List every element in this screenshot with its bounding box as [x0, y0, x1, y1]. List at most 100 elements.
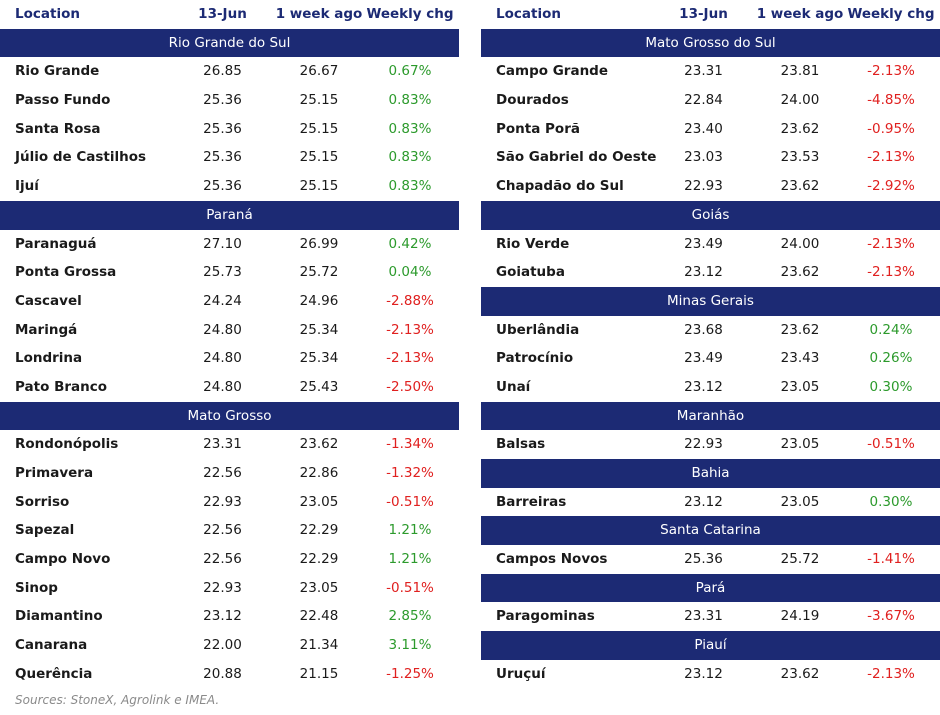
cell: 0.26%: [869, 350, 913, 367]
group-title: Mato Grosso do Sul: [645, 34, 776, 51]
cell: 27.10: [203, 235, 242, 252]
cell: 23.31: [684, 63, 723, 80]
cell: 0.83%: [388, 92, 432, 109]
group-title: Mato Grosso: [187, 407, 272, 424]
group-title: Maranhão: [676, 407, 745, 424]
location: São Gabriel do Oeste: [496, 149, 657, 166]
column-header: 1 week ago: [756, 6, 844, 22]
cell: 23.81: [780, 63, 820, 80]
location: Chapadão do Sul: [496, 178, 624, 195]
cell: 23.12: [684, 264, 723, 281]
data-row: Rio Verde 23.49 24.00 -2.13%: [481, 230, 940, 259]
location: Campo Grande: [496, 63, 609, 80]
data-row: Passo Fundo 25.36 25.15 0.83%: [0, 86, 459, 115]
data-row: Unaí 23.12 23.05 0.30%: [481, 373, 940, 402]
cell: 23.68: [684, 321, 723, 338]
location: Diamantino: [15, 608, 103, 625]
cell: 23.31: [684, 608, 723, 625]
data-row: Sorriso 22.93 23.05 -0.51%: [0, 488, 459, 517]
group-title: Santa Catarina: [660, 522, 761, 539]
cell: 0.30%: [869, 493, 913, 510]
cell: 22.29: [299, 551, 339, 568]
cell: 25.36: [203, 178, 242, 195]
data-row: Goiatuba 23.12 23.62 -2.13%: [481, 258, 940, 287]
cell: 0.67%: [388, 63, 432, 80]
cell: -1.32%: [386, 465, 434, 481]
data-row: Maringá 24.80 25.34 -2.13%: [0, 316, 459, 345]
group-header: Pará: [481, 573, 940, 603]
cell: 23.03: [684, 149, 723, 166]
data-row: Uruçuí 23.12 23.62 -2.13%: [481, 660, 940, 689]
cell: 24.00: [780, 92, 820, 109]
cell: 22.56: [203, 465, 242, 481]
cell: 22.93: [684, 178, 723, 195]
group-header: Santa Catarina: [481, 516, 940, 546]
data-row: Balsas 22.93 23.05 -0.51%: [481, 430, 940, 459]
cell: 0.30%: [869, 378, 913, 395]
cell: 23.12: [203, 608, 242, 625]
cell: -3.67%: [867, 608, 915, 625]
cell: 24.96: [299, 292, 339, 309]
cell: 23.53: [780, 149, 820, 166]
cell: 22.48: [299, 608, 339, 625]
data-row: Canarana 22.00 21.34 3.11%: [0, 631, 459, 660]
cell: 25.15: [299, 149, 339, 166]
table: Location 13-Jun 1 week ago Weekly chg Mato G…: [481, 0, 940, 689]
location: Rio Verde: [496, 235, 570, 252]
data-row: Querência 20.88 21.15 -1.25%: [0, 660, 459, 689]
group-title: Paraná: [206, 206, 253, 223]
cell: 25.15: [299, 178, 339, 195]
cell: 22.93: [203, 493, 242, 510]
data-row: Chapadão do Sul 22.93 23.62 -2.92%: [481, 172, 940, 201]
location: Barreiras: [496, 493, 567, 510]
cell: 3.11%: [388, 637, 432, 654]
cell: 25.15: [299, 120, 339, 137]
cell: -4.85%: [867, 92, 915, 109]
location: Querência: [15, 665, 93, 682]
location: Goiatuba: [496, 264, 565, 281]
location: Cascavel: [15, 292, 82, 309]
location: Rio Grande: [15, 63, 100, 80]
cell: 22.93: [684, 436, 723, 453]
header-row: Location 13-Jun 1 week ago Weekly chg: [481, 0, 940, 29]
cell: 23.49: [684, 350, 723, 367]
cell: 23.12: [684, 378, 723, 395]
cell: 22.29: [299, 522, 339, 539]
location: Santa Rosa: [15, 120, 101, 137]
location: Balsas: [496, 436, 546, 453]
location: Paranaguá: [15, 235, 97, 252]
group-header: Maranhão: [481, 401, 940, 431]
cell: 25.73: [203, 264, 242, 281]
data-row: Ponta Grossa 25.73 25.72 0.04%: [0, 258, 459, 287]
cell: 23.12: [684, 493, 723, 510]
data-row: Santa Rosa 25.36 25.15 0.83%: [0, 115, 459, 144]
cell: 1.21%: [388, 551, 432, 568]
cell: -1.25%: [386, 665, 434, 682]
data-row: Júlio de Castilhos 25.36 25.15 0.83%: [0, 143, 459, 172]
cell: 23.62: [780, 178, 820, 195]
data-row: Campo Grande 23.31 23.81 -2.13%: [481, 57, 940, 86]
location: Ponta Porã: [496, 120, 580, 137]
cell: 0.24%: [869, 321, 913, 338]
location: Sinop: [15, 579, 58, 596]
cell: -2.13%: [867, 63, 915, 80]
location: Ponta Grossa: [15, 264, 117, 281]
cell: 23.05: [780, 493, 820, 510]
cell: 25.72: [299, 264, 339, 281]
location: Pato Branco: [15, 378, 108, 395]
location: Primavera: [15, 465, 94, 481]
column-header: 1 week ago: [275, 6, 363, 22]
data-row: Barreiras 23.12 23.05 0.30%: [481, 488, 940, 517]
column-header: Location: [15, 6, 80, 22]
cell: 0.83%: [388, 178, 432, 195]
cell: 0.83%: [388, 149, 432, 166]
cell: 2.85%: [388, 608, 432, 625]
cell: 23.05: [299, 579, 339, 596]
cell: 23.62: [780, 264, 820, 281]
cell: 23.62: [780, 665, 820, 682]
group-header: Mato Grosso: [0, 401, 459, 431]
cell: 23.62: [299, 436, 339, 453]
cell: 23.43: [780, 350, 820, 367]
data-row: Sinop 22.93 23.05 -0.51%: [0, 574, 459, 603]
